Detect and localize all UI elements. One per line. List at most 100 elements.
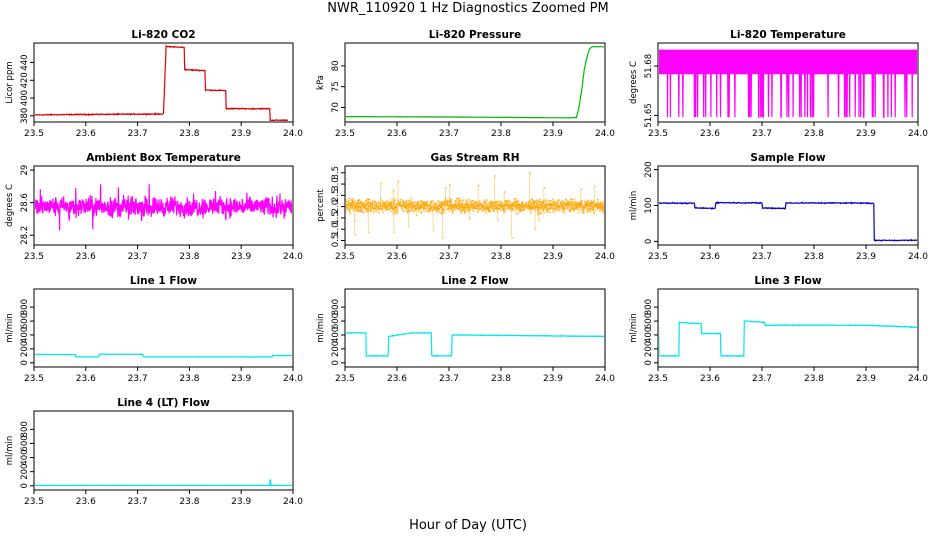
panel-title: Line 1 Flow: [130, 275, 197, 287]
panel-title: Line 2 Flow: [441, 275, 508, 287]
y-tick-label: 200: [331, 341, 341, 357]
x-tick-label: 23.6: [387, 129, 407, 139]
x-tick-label: 24.0: [908, 374, 928, 384]
x-tick-label: 23.5: [648, 374, 668, 384]
x-tick-label: 23.5: [24, 252, 44, 262]
x-tick-label: 24.0: [595, 129, 615, 139]
x-tick-label: 23.9: [543, 374, 563, 384]
y-tick-label: 3.5: [331, 166, 341, 180]
x-tick-label: 23.7: [128, 497, 148, 507]
y-tick-label: 600: [644, 313, 654, 329]
x-tick-label: 23.5: [335, 252, 355, 262]
plot-frame: [344, 42, 606, 123]
plot-frame: [344, 288, 606, 368]
x-tick-label: 23.8: [491, 129, 511, 139]
x-tick-label: 23.8: [491, 374, 511, 384]
y-tick-label: 400: [644, 327, 654, 343]
y-tick-label: 28.6: [20, 193, 30, 212]
panel-title: Ambient Box Temperature: [86, 152, 241, 164]
x-tick-label: 23.8: [491, 252, 511, 262]
panel-3: Li-820 Temperature 23.5 23.6 23.7 23.8 23.9 24…: [629, 29, 928, 139]
y-tick-label: 2.5: [331, 189, 341, 203]
y-axis-label: ml/min: [5, 313, 15, 343]
series-line: [35, 184, 292, 231]
x-tick-label: 24.0: [908, 129, 928, 139]
plot-frame: [33, 410, 294, 491]
x-tick-label: 23.9: [856, 374, 876, 384]
panel-title: Li-820 Temperature: [730, 29, 846, 41]
y-tick-label: 1.0: [331, 222, 341, 236]
y-tick-label: 80: [331, 60, 341, 71]
y-tick-label: 0.5: [331, 234, 341, 248]
series-line: [35, 353, 292, 358]
y-tick-label: 51.68: [644, 54, 654, 78]
panel-5: Gas Stream RH 23.5 23.6 23.7 23.8 23.9 24.0 0.5…: [316, 152, 615, 262]
y-tick-label: 440: [20, 54, 30, 70]
y-tick-label: 100: [644, 197, 654, 213]
plot-frame: [33, 165, 294, 246]
y-tick-label: 400: [20, 449, 30, 465]
panel-title: Gas Stream RH: [430, 152, 519, 164]
panel-1: Li-820 CO2 23.5 23.6 23.7 23.8 23.9 24.0 380 400…: [5, 29, 303, 139]
panel-8: Line 2 Flow 23.5 23.6 23.7 23.8 23.9 24.0 0 2004…: [316, 275, 615, 384]
x-tick-label: 23.5: [24, 497, 44, 507]
x-tick-label: 23.9: [231, 374, 251, 384]
x-tick-label: 23.6: [700, 374, 720, 384]
series-line: [659, 49, 917, 118]
x-tick-label: 23.6: [387, 374, 407, 384]
y-axis-label: Licor ppm: [5, 61, 15, 103]
panel-title: Line 3 Flow: [754, 275, 821, 287]
x-tick-label: 23.9: [231, 129, 251, 139]
x-tick-label: 24.0: [908, 252, 928, 262]
y-tick-label: 800: [331, 299, 341, 315]
y-axis-label: ml/min: [629, 191, 639, 221]
y-tick-label: 28.2: [20, 226, 30, 245]
plot-frame: [33, 42, 294, 123]
x-tick-label: 23.5: [335, 129, 355, 139]
y-tick-label: 380: [20, 108, 30, 124]
panel-7: Line 1 Flow 23.5 23.6 23.7 23.8 23.9 24.0 0 2004…: [5, 275, 303, 384]
y-tick-label: 400: [331, 327, 341, 343]
y-axis-label: degrees C: [629, 61, 639, 104]
x-tick-label: 23.7: [439, 252, 459, 262]
x-tick-label: 23.6: [76, 497, 96, 507]
x-tick-label: 23.9: [856, 252, 876, 262]
plot-frame: [657, 288, 919, 368]
x-tick-label: 24.0: [283, 497, 303, 507]
series-line: [346, 331, 604, 358]
y-axis-label: ml/min: [629, 313, 639, 343]
series-line: [346, 45, 604, 119]
panel-title: Li-820 Pressure: [429, 29, 522, 41]
y-tick-label: 200: [20, 341, 30, 357]
x-tick-label: 23.5: [24, 129, 44, 139]
series-line: [35, 44, 288, 121]
series-line: [659, 320, 917, 358]
y-tick-label: 0: [20, 360, 30, 365]
panel-2: Li-820 Pressure 23.5 23.6 23.7 23.8 23.9 24.0 7…: [316, 29, 615, 139]
y-tick-label: 1.5: [331, 211, 341, 225]
panel-title: Sample Flow: [750, 152, 825, 164]
x-tick-label: 23.9: [543, 252, 563, 262]
y-tick-label: 800: [644, 299, 654, 315]
x-tick-label: 23.6: [76, 374, 96, 384]
y-tick-label: 800: [20, 299, 30, 315]
x-tick-label: 23.7: [752, 129, 772, 139]
figure-x-axis-label: Hour of Day (UTC): [409, 518, 527, 533]
x-tick-label: 23.7: [128, 252, 148, 262]
y-tick-label: 600: [20, 435, 30, 451]
x-tick-label: 23.5: [335, 374, 355, 384]
plot-frame: [657, 42, 919, 123]
panel-title: Li-820 CO2: [131, 29, 195, 41]
plot-frame: [657, 165, 919, 246]
x-tick-label: 23.6: [700, 252, 720, 262]
panel-title: Line 4 (LT) Flow: [117, 397, 210, 409]
x-tick-label: 23.7: [128, 129, 148, 139]
x-tick-label: 23.7: [752, 374, 772, 384]
series-line: [659, 200, 917, 243]
y-tick-label: 200: [20, 464, 30, 480]
y-axis-label: ml/min: [316, 313, 326, 343]
x-tick-label: 23.5: [648, 129, 668, 139]
y-tick-label: 600: [20, 313, 30, 329]
y-tick-label: 800: [20, 421, 30, 437]
